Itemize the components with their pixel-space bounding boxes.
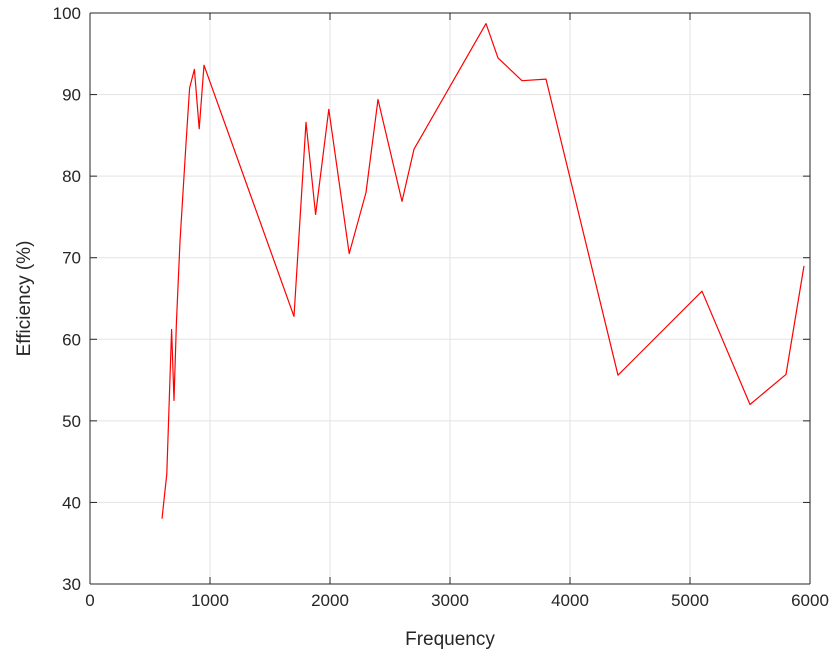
x-tick-label: 4000 bbox=[551, 591, 589, 610]
x-tick-label: 1000 bbox=[191, 591, 229, 610]
y-tick-label: 60 bbox=[62, 330, 81, 349]
y-tick-label: 80 bbox=[62, 167, 81, 186]
x-tick-label: 6000 bbox=[791, 591, 829, 610]
y-tick-label: 40 bbox=[62, 493, 81, 512]
x-tick-label: 2000 bbox=[311, 591, 349, 610]
x-tick-label: 5000 bbox=[671, 591, 709, 610]
x-axis-label: Frequency bbox=[405, 629, 495, 650]
y-tick-label: 50 bbox=[62, 412, 81, 431]
axes bbox=[89, 12, 811, 585]
tick-labels: 0 1000 2000 3000 4000 5000 6000 30 40 50 60 70 80 90 1… bbox=[53, 4, 829, 610]
series-line bbox=[161, 23, 805, 519]
y-axis-label: Efficiency (%) bbox=[14, 241, 35, 357]
x-tick-label: 3000 bbox=[431, 591, 469, 610]
y-tick-label: 100 bbox=[53, 4, 81, 23]
y-tick-label: 30 bbox=[62, 575, 81, 594]
x-tick-label: 0 bbox=[85, 591, 94, 610]
y-tick-label: 70 bbox=[62, 249, 81, 268]
y-tick-label: 90 bbox=[62, 86, 81, 105]
series-group bbox=[161, 23, 805, 519]
